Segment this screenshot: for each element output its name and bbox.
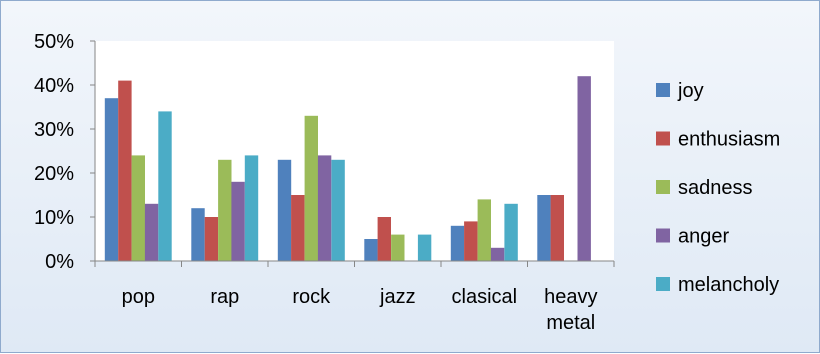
axes-group	[90, 40, 615, 267]
legend-label-joy: joy	[677, 80, 704, 102]
bar-joy-pop	[104, 98, 119, 261]
bar-joy-rock	[277, 159, 292, 261]
legend: joy enthusiasm sadness anger melancholy	[656, 80, 780, 296]
bar-anger-rap	[231, 181, 245, 261]
x-tick-label: pop	[122, 286, 155, 308]
bar-sadness-pop	[131, 155, 145, 261]
bar-enthusiasm-clasical	[464, 221, 478, 261]
legend-swatch-sadness	[656, 180, 670, 194]
bar-enthusiasm-heavy-metal	[550, 195, 564, 261]
legend-swatch-joy	[656, 83, 670, 97]
bar-joy-heavy-metal	[537, 195, 551, 261]
legend-label-enthusiasm: enthusiasm	[678, 129, 780, 151]
x-tick-label: metal	[546, 312, 595, 334]
bar-melancholy-clasical	[504, 203, 518, 261]
x-tick-label: heavy	[544, 286, 597, 308]
legend-label-melancholy: melancholy	[678, 274, 779, 296]
bar-melancholy-rap	[244, 155, 259, 261]
y-tick-label: 40%	[34, 75, 74, 97]
bar-enthusiasm-jazz	[377, 217, 391, 261]
y-tick-label: 50%	[34, 31, 74, 53]
bar-sadness-clasical	[477, 199, 491, 261]
y-tick-label: 10%	[34, 207, 74, 229]
bar-joy-clasical	[450, 225, 465, 261]
bar-anger-pop	[144, 203, 159, 261]
legend-swatch-melancholy	[656, 277, 670, 291]
plot-area	[95, 41, 614, 261]
legend-swatch-enthusiasm	[656, 131, 670, 146]
legend-swatch-anger	[656, 228, 670, 243]
x-axis-tick-labels: pop rap rock jazz clasical heavy metal	[122, 286, 598, 334]
bar-melancholy-rock	[331, 159, 345, 261]
bar-sadness-rap	[218, 159, 232, 261]
bars-group	[104, 76, 591, 262]
bar-sadness-jazz	[391, 234, 405, 261]
bar-joy-rap	[191, 208, 205, 261]
bar-enthusiasm-pop	[118, 80, 132, 261]
bar-joy-jazz	[364, 239, 378, 261]
bar-anger-clasical	[490, 247, 505, 261]
x-tick-label: rock	[292, 286, 331, 308]
bar-enthusiasm-rap	[204, 217, 219, 261]
legend-label-anger: anger	[678, 226, 729, 248]
legend-label-sadness: sadness	[678, 177, 753, 199]
bar-melancholy-jazz	[417, 234, 432, 261]
bar-melancholy-pop	[158, 111, 172, 262]
bar-enthusiasm-rock	[291, 195, 305, 261]
y-tick-label: 30%	[34, 119, 74, 141]
x-tick-label: rap	[210, 286, 239, 308]
x-tick-label: jazz	[379, 286, 416, 308]
bar-anger-rock	[317, 155, 332, 261]
x-tick-label: clasical	[452, 286, 518, 308]
y-axis-tick-labels: 0% 10% 20% 30% 40% 50%	[34, 31, 74, 273]
bar-sadness-rock	[304, 115, 318, 261]
y-tick-label: 20%	[34, 163, 74, 185]
bar-anger-heavy-metal	[577, 76, 591, 261]
y-tick-label: 0%	[45, 251, 74, 273]
